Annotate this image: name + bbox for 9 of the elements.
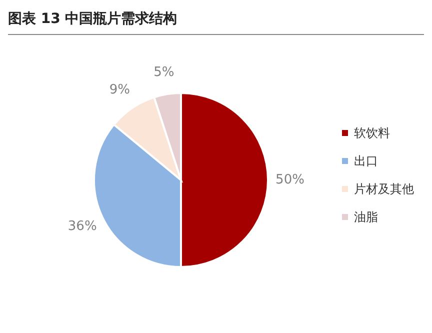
data-label: 5%	[154, 64, 174, 80]
data-label: 36%	[68, 218, 97, 234]
legend-label: 出口	[354, 153, 378, 170]
chart-title: 图表 13 中国瓶片需求结构	[8, 8, 424, 35]
legend-label: 油脂	[354, 209, 378, 226]
legend-label: 片材及其他	[354, 181, 414, 198]
legend-label: 软饮料	[354, 125, 390, 142]
data-label: 9%	[109, 82, 130, 98]
data-label: 50%	[276, 172, 304, 188]
